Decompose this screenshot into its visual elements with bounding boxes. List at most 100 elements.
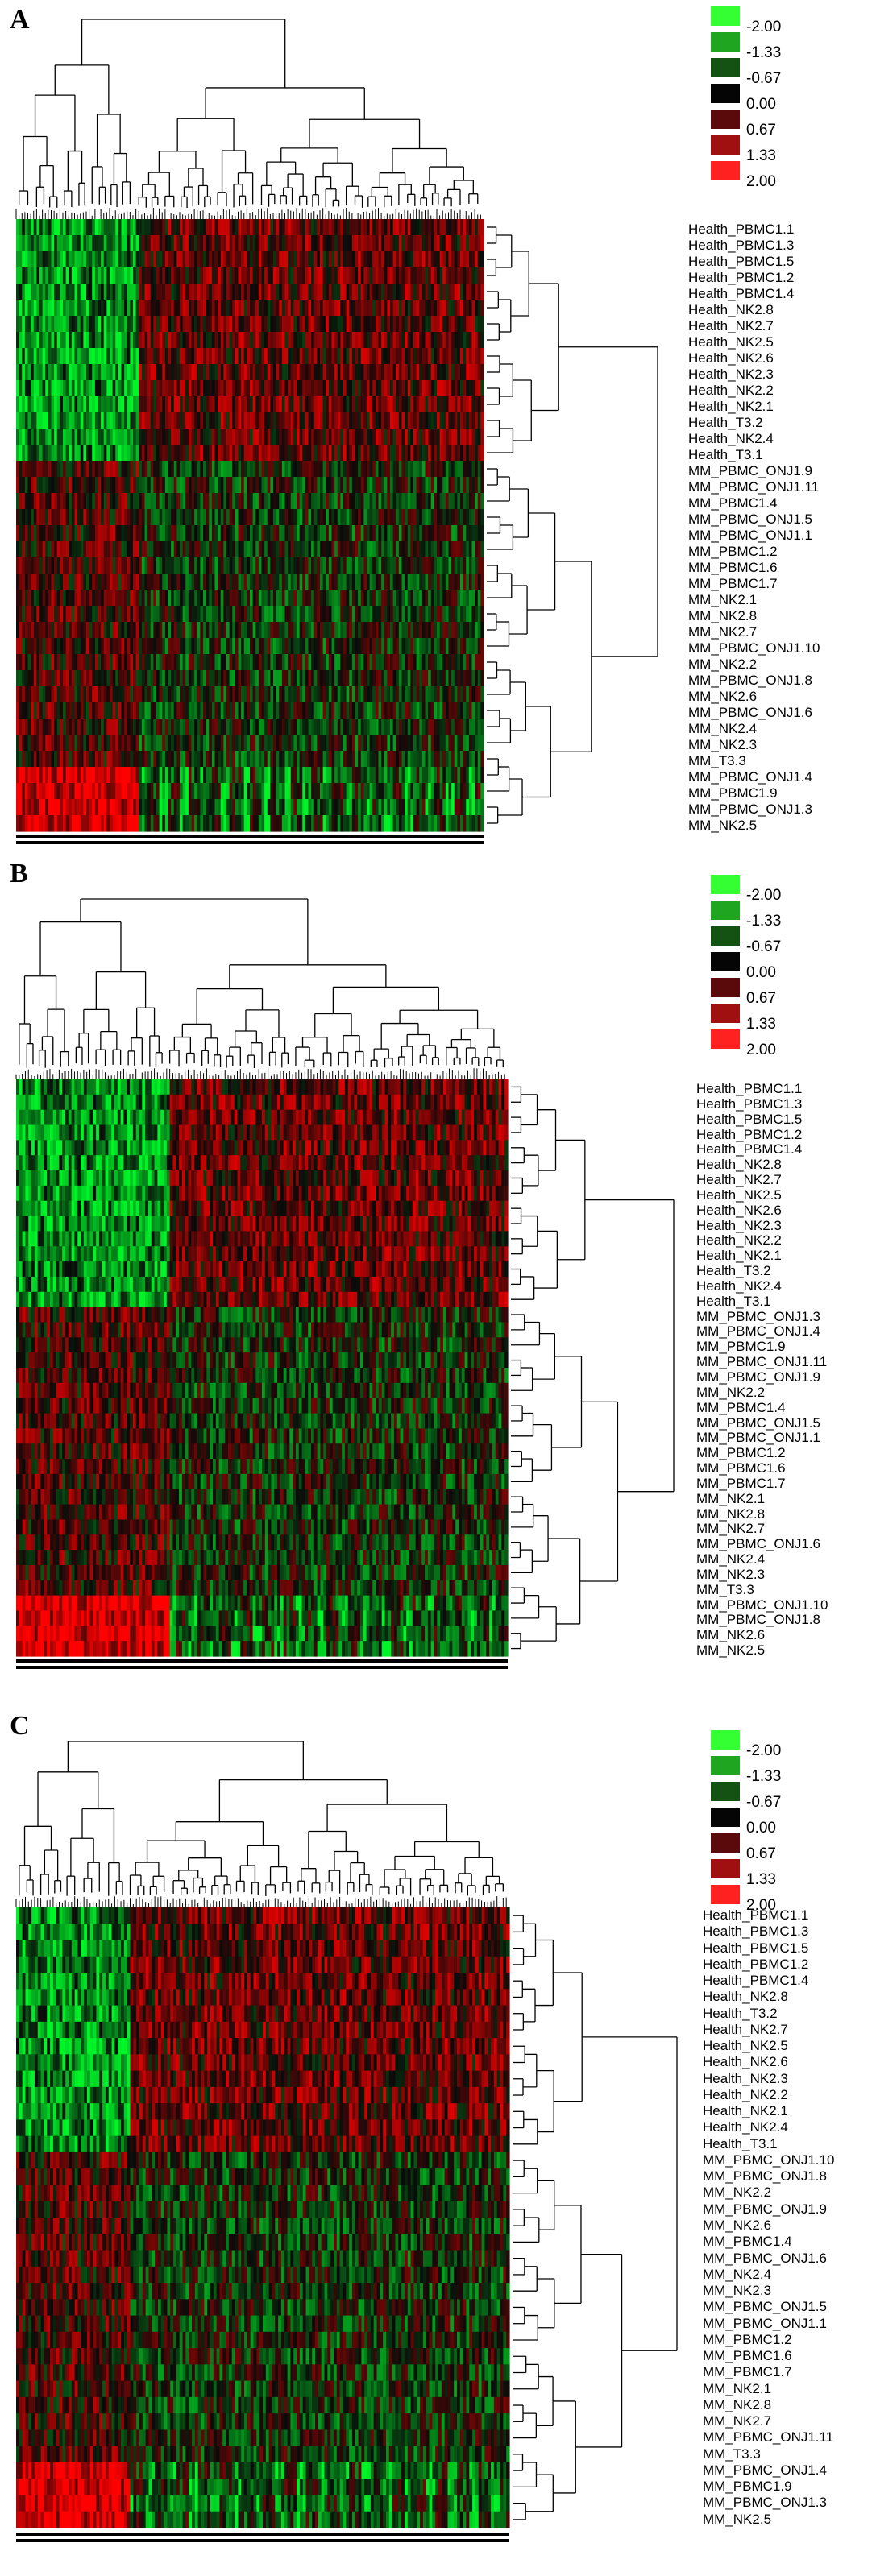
panel-letter: C bbox=[10, 1711, 30, 1741]
panel-c: C Health_PBMC1.1 Health_PBMC1.3 Health_PBM… bbox=[0, 1706, 876, 2576]
legend-swatch bbox=[711, 875, 740, 894]
legend-label: 2.00 bbox=[746, 1042, 776, 1058]
sample-bar-bottom bbox=[16, 1666, 508, 1669]
row-label: MM_PBMC1.9 bbox=[688, 785, 778, 801]
row-label: Health_T3.1 bbox=[688, 447, 763, 462]
row-label: MM_PBMC1.7 bbox=[696, 1475, 786, 1491]
row-label: MM_PBMC1.2 bbox=[688, 544, 778, 559]
row-label: MM_PBMC1.6 bbox=[703, 2348, 792, 2364]
row-label: Health_PBMC1.5 bbox=[696, 1111, 803, 1127]
row-label: MM_PBMC1.6 bbox=[696, 1460, 786, 1476]
row-label: MM_NK2.8 bbox=[703, 2396, 772, 2412]
row-label: MM_NK2.2 bbox=[703, 2185, 772, 2201]
row-label: MM_PBMC1.2 bbox=[696, 1445, 786, 1461]
row-label: Health_T3.1 bbox=[696, 1293, 771, 1309]
row-label: Health_NK2.1 bbox=[688, 399, 774, 414]
legend-swatch bbox=[711, 84, 740, 103]
row-label: MM_PBMC_ONJ1.1 bbox=[703, 2315, 827, 2331]
row-label: Health_T3.2 bbox=[703, 2005, 778, 2021]
row-label: MM_PBMC_ONJ1.3 bbox=[703, 2495, 827, 2511]
row-label: MM_PBMC1.9 bbox=[696, 1339, 786, 1355]
row-label: MM_NK2.6 bbox=[703, 2218, 772, 2233]
row-label: Health_PBMC1.5 bbox=[703, 1940, 809, 1956]
row-label: MM_PBMC_ONJ1.9 bbox=[688, 463, 812, 478]
legend-swatch bbox=[711, 1782, 740, 1801]
row-label: Health_NK2.3 bbox=[688, 367, 774, 382]
row-label: MM_PBMC1.4 bbox=[703, 2234, 792, 2250]
legend-label: -1.33 bbox=[746, 1768, 782, 1785]
row-label: MM_PBMC_ONJ1.10 bbox=[703, 2151, 835, 2168]
legend-swatch bbox=[711, 58, 740, 77]
legend-label: 0.00 bbox=[746, 964, 776, 981]
row-label: MM_NK2.7 bbox=[703, 2413, 772, 2429]
row-label: MM_NK2.4 bbox=[688, 721, 758, 736]
legend-label: -0.67 bbox=[746, 938, 782, 955]
legend-swatch bbox=[711, 32, 740, 52]
legend-swatch bbox=[711, 110, 740, 129]
column-dendrogram bbox=[15, 1741, 507, 1907]
row-label: Health_NK2.6 bbox=[696, 1202, 782, 1218]
row-label: MM_NK2.3 bbox=[688, 737, 758, 752]
row-label: MM_NK2.7 bbox=[696, 1521, 766, 1537]
legend-label: -0.67 bbox=[746, 1794, 782, 1811]
heatmap bbox=[16, 219, 484, 832]
legend-label: 0.67 bbox=[746, 122, 776, 139]
row-label: Health_PBMC1.1 bbox=[703, 1907, 809, 1923]
row-label: Health_NK2.5 bbox=[703, 2038, 788, 2054]
legend-swatch bbox=[711, 1808, 740, 1827]
column-dendrogram bbox=[15, 898, 505, 1079]
row-label: MM_PBMC_ONJ1.3 bbox=[688, 801, 812, 817]
row-label: MM_T3.3 bbox=[696, 1581, 754, 1597]
row-label: MM_PBMC_ONJ1.9 bbox=[703, 2201, 827, 2217]
row-label: MM_PBMC_ONJ1.5 bbox=[688, 511, 812, 527]
sample-bar-top bbox=[16, 835, 484, 838]
panel-letter: B bbox=[10, 859, 28, 888]
row-label: MM_PBMC1.7 bbox=[703, 2364, 792, 2380]
row-label: Health_NK2.7 bbox=[703, 2021, 788, 2037]
row-labels: Health_PBMC1.1 Health_PBMC1.3 Health_PBMC1… bbox=[688, 222, 874, 835]
heatmap bbox=[16, 1907, 510, 2528]
row-label: MM_PBMC_ONJ1.6 bbox=[688, 705, 812, 720]
sample-bar-top bbox=[16, 2533, 509, 2536]
row-label: Health_PBMC1.4 bbox=[696, 1141, 803, 1158]
row-label: Health_NK2.3 bbox=[703, 2070, 788, 2086]
row-label: MM_PBMC1.6 bbox=[688, 560, 778, 575]
row-label: Health_NK2.5 bbox=[696, 1187, 782, 1203]
panel-a: A Health_PBMC1.1 Health_PBMC1.3 Health_PBM… bbox=[0, 0, 876, 854]
row-label: Health_NK2.1 bbox=[703, 2103, 788, 2119]
row-label: Health_PBMC1.3 bbox=[696, 1095, 803, 1112]
row-label: MM_PBMC_ONJ1.11 bbox=[703, 2429, 834, 2446]
color-legend: -2.00 -1.33 -0.67 0.00 0.67 1.33 2.00 bbox=[711, 6, 840, 200]
row-label: Health_PBMC1.3 bbox=[688, 238, 795, 253]
row-label: MM_NK2.1 bbox=[696, 1490, 766, 1506]
legend-label: 0.67 bbox=[746, 990, 776, 1007]
legend-swatch bbox=[711, 1004, 740, 1023]
row-label: Health_PBMC1.3 bbox=[703, 1924, 809, 1940]
row-label: MM_NK2.4 bbox=[696, 1551, 766, 1568]
row-label: Health_T3.2 bbox=[688, 415, 763, 430]
color-legend: -2.00 -1.33 -0.67 0.00 0.67 1.33 2.00 bbox=[711, 875, 840, 1068]
row-label: Health_NK2.5 bbox=[688, 334, 774, 350]
row-label: MM_T3.3 bbox=[688, 753, 746, 768]
row-label: MM_NK2.7 bbox=[688, 624, 758, 640]
legend-swatch bbox=[711, 161, 740, 180]
row-label: Health_NK2.4 bbox=[703, 2119, 788, 2135]
row-label: MM_PBMC1.7 bbox=[688, 576, 778, 591]
row-label: MM_NK2.8 bbox=[696, 1505, 766, 1522]
legend-swatch bbox=[711, 952, 740, 971]
row-label: Health_PBMC1.4 bbox=[688, 286, 795, 301]
legend-label: 1.33 bbox=[746, 147, 776, 164]
row-label: Health_NK2.3 bbox=[696, 1217, 782, 1233]
row-label: Health_NK2.8 bbox=[703, 1989, 788, 2005]
row-label: MM_PBMC1.4 bbox=[688, 495, 778, 511]
legend-label: 1.33 bbox=[746, 1016, 776, 1033]
panel-b: B Health_PBMC1.1 Health_PBMC1.3 Health_PBM… bbox=[0, 854, 876, 1706]
legend-swatch bbox=[711, 1833, 740, 1853]
legend-swatch bbox=[711, 901, 740, 920]
row-label: MM_PBMC_ONJ1.5 bbox=[696, 1414, 820, 1431]
heatmap bbox=[16, 1079, 509, 1657]
row-labels: Health_PBMC1.1 Health_PBMC1.3 Health_PBMC1… bbox=[696, 1082, 874, 1659]
legend-label: -1.33 bbox=[746, 913, 782, 930]
legend-label: 0.00 bbox=[746, 1820, 776, 1837]
row-label: MM_PBMC1.4 bbox=[696, 1399, 786, 1415]
